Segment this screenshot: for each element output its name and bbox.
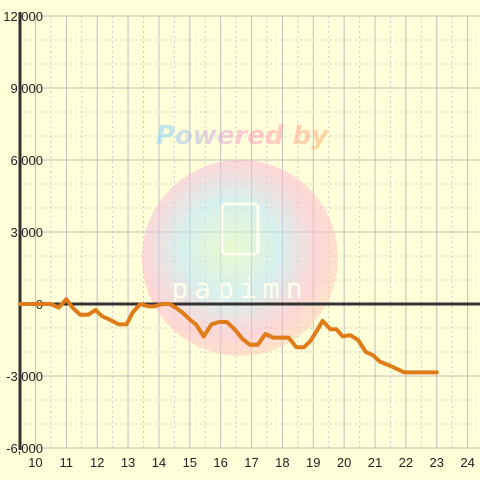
x-tick-label: 16 (213, 455, 227, 470)
x-tick-label: 22 (399, 455, 413, 470)
y-tick-label: 12,000 (3, 9, 43, 24)
x-tick-label: 18 (275, 455, 289, 470)
axes (18, 12, 480, 450)
watermark-logo-icon (220, 202, 260, 256)
x-tick-label: 21 (368, 455, 382, 470)
watermark-circle (142, 160, 338, 356)
x-tick-label: 13 (121, 455, 135, 470)
y-tick-label: -6,000 (6, 441, 43, 456)
y-tick-label: 9,000 (10, 81, 43, 96)
watermark: Powered by papimn (142, 121, 338, 356)
series-line (18, 297, 439, 375)
x-tick-label: 20 (337, 455, 351, 470)
x-tick-label: 24 (460, 455, 474, 470)
watermark-line1: Powered by (156, 121, 329, 151)
y-tick-label: 3,000 (10, 225, 43, 240)
watermark-brand: papimn (171, 272, 308, 305)
x-tick-label: 17 (244, 455, 258, 470)
x-tick-label: 19 (306, 455, 320, 470)
x-tick-label: 10 (28, 455, 42, 470)
series-layer (18, 297, 439, 375)
x-tick-label: 12 (90, 455, 104, 470)
y-tick-label: -3,000 (6, 369, 43, 384)
y-tick-label: 6,000 (10, 153, 43, 168)
x-tick-label: 23 (430, 455, 444, 470)
x-tick-label: 11 (60, 455, 74, 470)
x-tick-label: 15 (183, 455, 197, 470)
x-tick-label: 14 (152, 455, 166, 470)
